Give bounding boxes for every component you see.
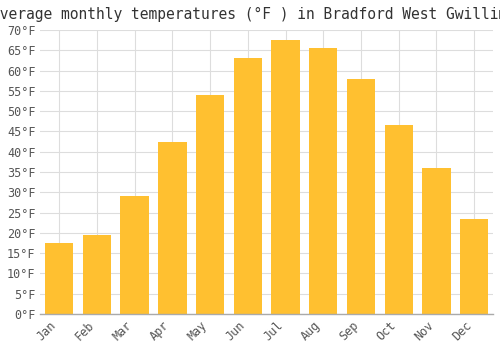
Bar: [309, 48, 338, 314]
Bar: [347, 79, 375, 314]
Bar: [460, 219, 488, 314]
Bar: [422, 168, 450, 314]
Bar: [384, 125, 413, 314]
Bar: [120, 196, 149, 314]
Bar: [272, 40, 299, 314]
Bar: [234, 58, 262, 314]
Bar: [158, 141, 186, 314]
Bar: [83, 235, 111, 314]
Bar: [45, 243, 74, 314]
Title: Average monthly temperatures (°F ) in Bradford West Gwillimbury: Average monthly temperatures (°F ) in Br…: [0, 7, 500, 22]
Bar: [196, 95, 224, 314]
